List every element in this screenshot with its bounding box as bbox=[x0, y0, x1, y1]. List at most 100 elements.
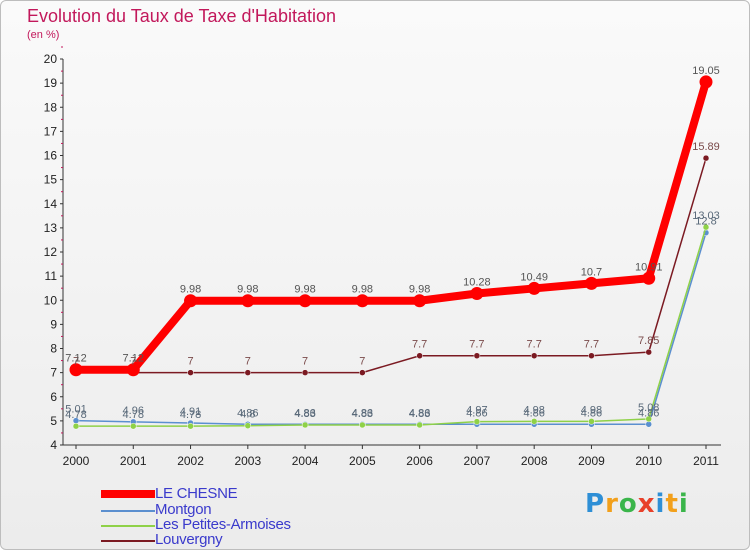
data-label-les-petites-armoises: 4.78 bbox=[65, 409, 86, 421]
y-tick-label: 6 bbox=[50, 390, 57, 404]
data-point-le-chesne bbox=[470, 286, 484, 300]
data-point-les-petites-armoises bbox=[702, 223, 710, 231]
data-point-les-petites-armoises bbox=[301, 421, 309, 429]
data-point-les-petites-armoises bbox=[359, 421, 366, 429]
data-point-louvergny bbox=[416, 352, 423, 359]
x-tick-label: 2003 bbox=[234, 454, 261, 468]
data-label-louvergny: 7 bbox=[73, 356, 79, 368]
data-label-le-chesne: 10.49 bbox=[520, 271, 548, 283]
y-tick-label: 17 bbox=[44, 124, 58, 138]
x-tick-label: 2005 bbox=[349, 454, 376, 468]
y-tick-label: 16 bbox=[44, 149, 58, 163]
data-point-le-chesne bbox=[642, 271, 656, 285]
data-label-les-petites-armoises: 4.97 bbox=[466, 405, 487, 417]
x-tick-label: 2009 bbox=[578, 454, 605, 468]
legend-swatch-les-petites-armoises bbox=[101, 525, 155, 527]
data-point-le-chesne bbox=[298, 294, 312, 308]
data-point-le-chesne bbox=[126, 363, 140, 377]
y-tick-label: 5 bbox=[50, 414, 57, 428]
logo-letter: t bbox=[665, 489, 679, 519]
data-point-les-petites-armoises bbox=[130, 422, 137, 430]
data-point-les-petites-armoises bbox=[588, 418, 595, 425]
data-label-le-chesne: 10.7 bbox=[581, 266, 602, 278]
data-label-le-chesne: 7.12 bbox=[123, 353, 144, 365]
legend-swatch-montgon bbox=[101, 510, 155, 512]
data-point-louvergny bbox=[702, 154, 710, 162]
x-tick-label: 2010 bbox=[635, 454, 662, 468]
data-label-louvergny: 7 bbox=[187, 356, 193, 368]
logo-letter: P bbox=[585, 489, 606, 519]
data-point-les-petites-armoises bbox=[416, 421, 423, 429]
data-point-louvergny bbox=[588, 352, 595, 359]
x-tick-label: 2007 bbox=[464, 454, 491, 468]
data-label-montgon: 12.8 bbox=[695, 216, 716, 228]
y-tick-label: 11 bbox=[45, 269, 58, 283]
x-tick-label: 2006 bbox=[406, 454, 433, 468]
data-label-montgon: 4.86 bbox=[523, 407, 544, 419]
data-point-les-petites-armoises bbox=[530, 418, 538, 425]
data-label-le-chesne: 7.12 bbox=[65, 353, 86, 365]
data-label-les-petites-armoises: 4.78 bbox=[180, 409, 201, 421]
data-label-louvergny: 7 bbox=[359, 356, 365, 368]
data-label-les-petites-armoises: 4.83 bbox=[409, 408, 430, 420]
x-tick-label: 2002 bbox=[177, 454, 204, 468]
data-label-le-chesne: 10.91 bbox=[635, 261, 663, 273]
data-label-les-petites-armoises: 4.83 bbox=[352, 408, 373, 420]
x-tick-label: 2004 bbox=[292, 454, 319, 468]
proxiti-logo: Proxiti bbox=[585, 489, 689, 519]
y-tick-label: 12 bbox=[44, 245, 58, 259]
series-line-le-chesne bbox=[72, 77, 710, 374]
data-point-le-chesne bbox=[355, 294, 369, 308]
x-tick-label: 2011 bbox=[693, 454, 719, 468]
data-label-montgon: 5.01 bbox=[65, 404, 86, 416]
data-label-louvergny: 7.7 bbox=[412, 339, 427, 351]
data-label-montgon: 4.86 bbox=[638, 407, 659, 419]
legend-swatch-louvergny bbox=[101, 540, 155, 542]
y-tick-label: 13 bbox=[44, 221, 58, 235]
data-point-louvergny bbox=[473, 352, 481, 359]
data-point-louvergny bbox=[530, 352, 538, 359]
y-tick-label: 4 bbox=[50, 438, 57, 452]
legend-label-louvergny: Louvergny bbox=[155, 531, 223, 548]
logo-letter: i bbox=[678, 489, 689, 519]
data-point-les-petites-armoises bbox=[187, 422, 194, 430]
legend-swatch-le-chesne bbox=[101, 490, 155, 498]
data-point-le-chesne bbox=[241, 294, 255, 308]
data-label-le-chesne: 19.05 bbox=[692, 65, 720, 77]
data-label-le-chesne: 9.98 bbox=[352, 284, 373, 296]
data-point-louvergny bbox=[359, 369, 366, 376]
data-label-montgon: 4.96 bbox=[123, 405, 144, 417]
data-point-le-chesne bbox=[527, 281, 541, 295]
data-label-louvergny: 7 bbox=[302, 356, 308, 368]
data-point-les-petites-armoises bbox=[645, 415, 652, 423]
data-label-les-petites-armoises: 5.08 bbox=[638, 402, 659, 414]
data-point-le-chesne bbox=[69, 363, 83, 377]
data-label-les-petites-armoises: 4.78 bbox=[123, 409, 144, 421]
data-point-les-petites-armoises bbox=[244, 422, 252, 429]
data-label-montgon: 4.91 bbox=[180, 406, 201, 418]
data-label-montgon: 4.86 bbox=[352, 407, 373, 419]
data-point-le-chesne bbox=[699, 75, 713, 89]
y-tick-label: 14 bbox=[44, 197, 58, 211]
data-label-le-chesne: 10.28 bbox=[463, 276, 491, 288]
y-tick-label: 7 bbox=[50, 366, 57, 380]
data-label-louvergny: 7 bbox=[130, 356, 136, 368]
data-label-le-chesne: 9.98 bbox=[409, 284, 430, 296]
logo-letter: i bbox=[655, 489, 666, 519]
data-label-montgon: 4.86 bbox=[294, 407, 315, 419]
data-label-le-chesne: 9.98 bbox=[237, 284, 258, 296]
x-tick-label: 2008 bbox=[521, 454, 548, 468]
series-line-louvergny bbox=[75, 157, 707, 374]
data-label-louvergny: 7.7 bbox=[469, 339, 484, 351]
logo-letter: o bbox=[618, 489, 638, 519]
y-tick-label: 15 bbox=[44, 173, 58, 187]
data-label-louvergny: 15.89 bbox=[692, 141, 720, 153]
data-label-le-chesne: 9.98 bbox=[180, 284, 201, 296]
y-tick-label: 19 bbox=[44, 76, 58, 90]
data-label-montgon: 4.86 bbox=[466, 407, 487, 419]
legend-label-les-petites-armoises: Les Petites-Armoises bbox=[155, 516, 291, 533]
data-label-montgon: 4.86 bbox=[237, 407, 258, 419]
data-label-les-petites-armoises: 4.98 bbox=[581, 404, 602, 416]
data-label-le-chesne: 9.98 bbox=[294, 284, 315, 296]
